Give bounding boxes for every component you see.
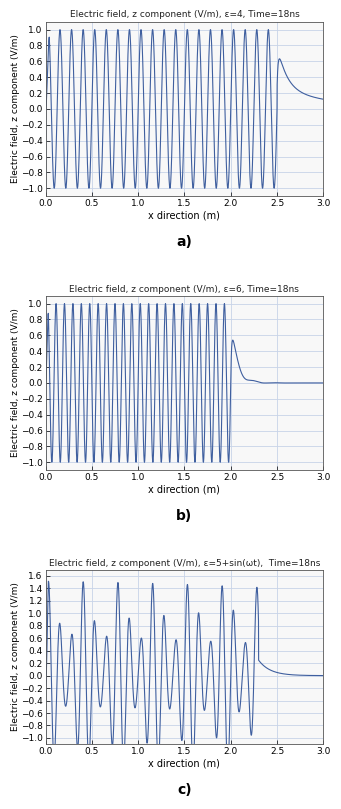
X-axis label: x direction (m): x direction (m)	[148, 485, 220, 495]
Text: c): c)	[177, 782, 192, 797]
Text: a): a)	[177, 235, 192, 248]
Title: Electric field, z component (V/m), ε=5+sin(ωt),  Time=18ns: Electric field, z component (V/m), ε=5+s…	[49, 558, 320, 568]
Title: Electric field, z component (V/m), ε=6, Time=18ns: Electric field, z component (V/m), ε=6, …	[70, 285, 299, 294]
X-axis label: x direction (m): x direction (m)	[148, 210, 220, 221]
Title: Electric field, z component (V/m), ε=4, Time=18ns: Electric field, z component (V/m), ε=4, …	[70, 11, 299, 19]
Text: b): b)	[176, 509, 193, 523]
X-axis label: x direction (m): x direction (m)	[148, 759, 220, 769]
Y-axis label: Electric field, z component (V/m): Electric field, z component (V/m)	[11, 582, 19, 731]
Y-axis label: Electric field, z component (V/m): Electric field, z component (V/m)	[11, 35, 19, 184]
Y-axis label: Electric field, z component (V/m): Electric field, z component (V/m)	[11, 308, 19, 457]
